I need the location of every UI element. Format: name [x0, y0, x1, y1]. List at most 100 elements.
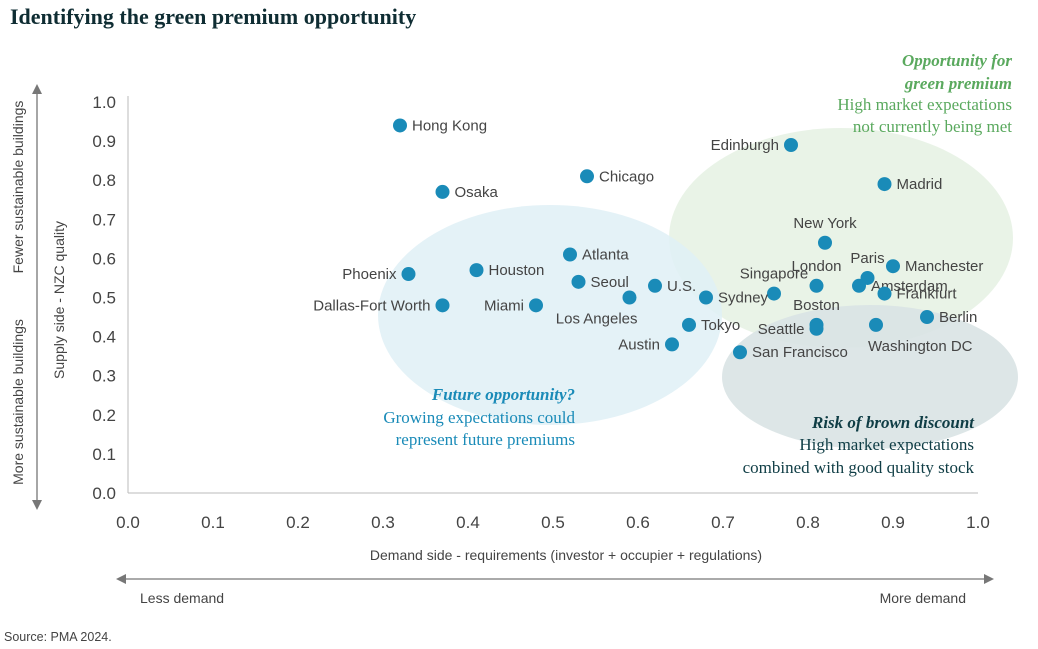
- data-point-label: Singapore: [740, 266, 808, 283]
- data-point: [529, 298, 543, 313]
- y-tick-label: 0.0: [92, 484, 116, 503]
- x-tick-label: 0.6: [626, 513, 650, 532]
- data-point-label: U.S.: [667, 278, 696, 295]
- x-tick-labels: 0.0 0.1 0.2 0.3 0.4 0.5 0.6 0.7 0.8 0.9 1.0: [116, 513, 990, 532]
- data-point: [877, 286, 892, 301]
- grey-annotation-body-line-2: combined with good quality stock: [743, 458, 975, 477]
- green-annotation-title-line-2: green premium: [904, 74, 1012, 93]
- blue-annotation: Future opportunity? Growing expectations…: [383, 385, 575, 449]
- y-tick-label: 0.4: [92, 328, 116, 347]
- y-side-top-label: Fewer sustainable buildings: [10, 101, 26, 274]
- grey-zone: [722, 305, 1018, 449]
- data-point-label: San Francisco: [752, 344, 848, 361]
- data-point: [877, 177, 892, 192]
- data-point-label: Berlin: [939, 309, 977, 326]
- y-tick-label: 0.6: [92, 249, 116, 268]
- green-annotation-title-line-1: Opportunity for: [902, 51, 1012, 70]
- data-point: [648, 278, 662, 293]
- data-point: [563, 247, 577, 262]
- data-point: [580, 169, 594, 184]
- data-point-label: Paris: [850, 250, 884, 267]
- data-point: [733, 345, 747, 360]
- data-point-label: Osaka: [455, 184, 499, 201]
- data-point-label: Edinburgh: [711, 137, 779, 154]
- blue-annotation-body-line-1: Growing expectations could: [383, 408, 575, 427]
- x-arrow-head-right: [984, 574, 994, 584]
- x-arrow-head-left: [116, 574, 126, 584]
- data-point-label: Seoul: [591, 274, 629, 291]
- x-tick-label: 1.0: [966, 513, 990, 532]
- data-point: [665, 337, 679, 352]
- data-point: [622, 290, 637, 305]
- grey-annotation: Risk of brown discount High market expec…: [743, 413, 976, 477]
- data-point: [571, 274, 586, 289]
- data-point-label: Frankfurt: [897, 286, 958, 303]
- data-point: [809, 321, 824, 336]
- data-point-label: Houston: [489, 262, 545, 279]
- x-tick-label: 0.9: [881, 513, 905, 532]
- data-point-label: Chicago: [599, 168, 654, 185]
- y-tick-label: 0.2: [92, 406, 116, 425]
- data-point-label: Austin: [618, 336, 660, 353]
- x-tick-label: 0.2: [286, 513, 310, 532]
- x-tick-label: 0.7: [711, 513, 735, 532]
- y-axis-label: Supply side - NZC quality: [51, 221, 67, 379]
- y-side-arrow: Fewer sustainable buildings More sustain…: [10, 84, 42, 510]
- data-point: [469, 263, 484, 278]
- x-tick-label: 0.1: [201, 513, 225, 532]
- x-axis-label: Demand side - requirements (investor + o…: [370, 547, 762, 563]
- data-point-label: Boston: [793, 297, 840, 314]
- data-point: [852, 278, 866, 293]
- data-point: [435, 184, 450, 199]
- data-point-label: Phoenix: [342, 266, 397, 283]
- x-side-left-label: Less demand: [140, 590, 224, 606]
- axes: [127, 96, 978, 494]
- y-arrow-head-down: [32, 500, 42, 510]
- x-side-right-label: More demand: [880, 590, 966, 606]
- data-point: [682, 317, 696, 332]
- x-tick-label: 0.3: [371, 513, 395, 532]
- data-point-label: Madrid: [897, 176, 943, 193]
- data-point-label: Miami: [484, 297, 524, 314]
- green-annotation-body-line-1: High market expectations: [837, 95, 1012, 114]
- x-tick-label: 0.0: [116, 513, 140, 532]
- data-points: Hong Kong Osaka Chicago Edinburgh Madrid New …: [313, 117, 983, 361]
- x-side-arrow: Less demand More demand: [116, 574, 994, 606]
- x-tick-label: 0.8: [796, 513, 820, 532]
- data-point: [886, 259, 900, 274]
- data-point-label: New York: [793, 215, 857, 232]
- y-tick-labels: 0.0 0.1 0.2 0.3 0.4 0.5 0.6 0.7 0.8 0.9 1.0: [92, 93, 116, 503]
- data-point-label: Tokyo: [701, 317, 740, 334]
- x-tick-label: 0.5: [541, 513, 565, 532]
- data-point-label: Seattle: [758, 321, 805, 338]
- data-point-label: Hong Kong: [412, 117, 487, 134]
- data-point: [435, 298, 450, 313]
- data-point-label: Dallas-Fort Worth: [313, 297, 430, 314]
- green-zone: [669, 128, 1013, 348]
- zones: [378, 128, 1018, 449]
- y-side-bottom-label: More sustainable buildings: [10, 319, 26, 485]
- data-point: [869, 317, 883, 332]
- y-tick-label: 1.0: [92, 93, 116, 112]
- data-point-label: Washington DC: [868, 338, 973, 355]
- y-tick-label: 0.8: [92, 171, 116, 190]
- y-tick-label: 0.1: [92, 445, 116, 464]
- grey-annotation-body-line-1: High market expectations: [799, 435, 974, 454]
- green-annotation-body-line-2: not currently being met: [853, 117, 1012, 136]
- y-tick-label: 0.3: [92, 367, 116, 386]
- blue-annotation-body-line-2: represent future premiums: [396, 430, 575, 449]
- y-tick-label: 0.7: [92, 210, 116, 229]
- data-point: [393, 118, 407, 133]
- blue-zone: [378, 205, 722, 425]
- data-point-label: Atlanta: [582, 246, 629, 263]
- source-note: Source: PMA 2024.: [4, 630, 112, 644]
- chart-title: Identifying the green premium opportunit…: [10, 4, 416, 29]
- data-point-label: Sydney: [718, 290, 769, 307]
- data-point: [767, 286, 781, 301]
- data-point: [784, 138, 798, 153]
- y-tick-label: 0.5: [92, 289, 116, 308]
- data-point: [401, 267, 416, 282]
- green-annotation: Opportunity for green premium High marke…: [837, 51, 1012, 136]
- x-tick-label: 0.4: [456, 513, 480, 532]
